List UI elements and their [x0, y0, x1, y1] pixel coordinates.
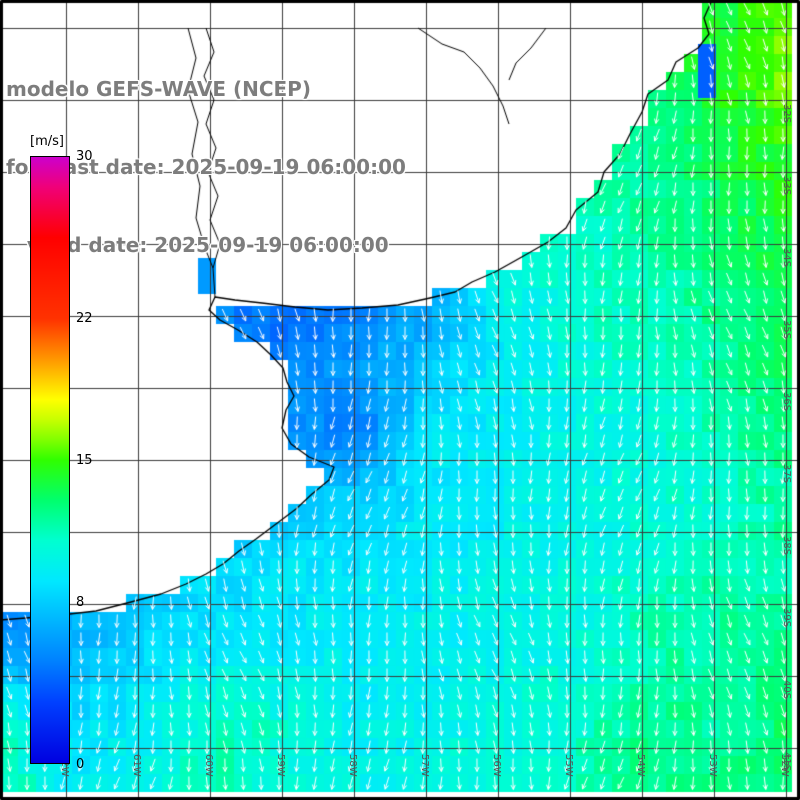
longitude-label: 55W — [563, 754, 574, 777]
latitude-label: 39S — [781, 608, 792, 628]
latitude-label: 33S — [781, 176, 792, 196]
colorbar-tick-label: 22 — [76, 311, 93, 327]
longitude-label: 59W — [275, 754, 286, 777]
latitude-label: 40S — [781, 680, 792, 700]
latitude-label: 35S — [781, 320, 792, 340]
colorbar: [m/s] 30 22 15 8 0 — [28, 134, 138, 794]
latitude-label: 32S — [781, 104, 792, 124]
longitude-label: 54W — [635, 754, 646, 777]
latitude-label: 38S — [781, 536, 792, 556]
longitude-label: 60W — [203, 754, 214, 777]
colorbar-tick-label: 15 — [76, 453, 93, 468]
longitude-label: 58W — [347, 754, 358, 777]
colorbar-tick-label: 8 — [76, 594, 85, 610]
model-title: modelo GEFS-WAVE (NCEP) — [6, 77, 311, 101]
colorbar-gradient — [30, 156, 70, 764]
longitude-label: 53W — [707, 754, 718, 777]
colorbar-unit-label: [m/s] — [30, 134, 64, 149]
latitude-label: 37S — [781, 464, 792, 484]
colorbar-tick-label: 0 — [76, 757, 85, 772]
latitude-label: 36S — [781, 392, 792, 412]
longitude-label: 57W — [419, 754, 430, 777]
latitude-label: 34S — [781, 248, 792, 268]
colorbar-tick-label: 30 — [76, 149, 93, 164]
longitude-label: 52W — [779, 754, 790, 777]
longitude-label: 56W — [491, 754, 502, 777]
